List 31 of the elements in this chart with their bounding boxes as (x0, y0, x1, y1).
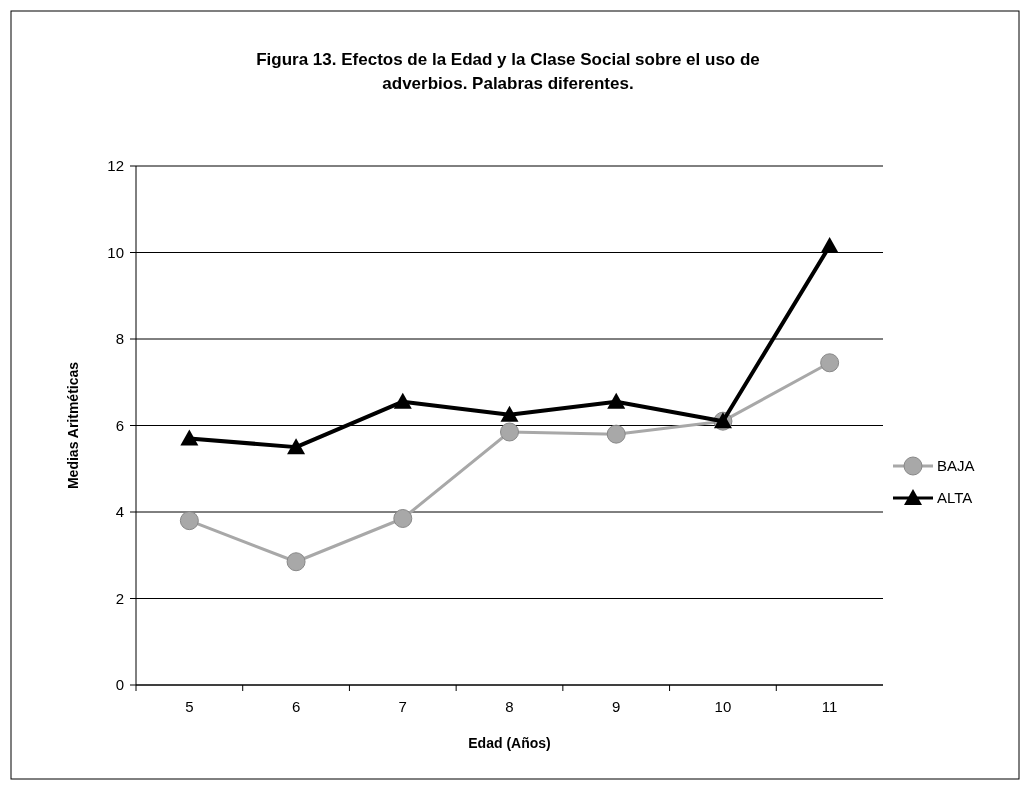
x-tick-label: 6 (291, 698, 301, 715)
x-tick-label: 11 (821, 698, 838, 715)
y-tick-label: 0 (115, 676, 124, 694)
point (500, 422, 519, 442)
y-tick-label: 12 (107, 157, 124, 175)
y-tick-label: 8 (115, 330, 124, 348)
x-tick-label: 8 (505, 698, 514, 715)
point (607, 392, 626, 409)
x-axis-title: Edad (Años) (468, 735, 551, 751)
point (179, 511, 199, 531)
point (287, 438, 306, 455)
point (393, 508, 413, 528)
legend-label: ALTA (937, 489, 973, 507)
chart-title: Figura 13. Efectos de la Edad y la Clase Social sobre el uso de adverbios. Palabras diferentes. (256, 50, 760, 93)
point (820, 353, 840, 373)
point (180, 429, 199, 446)
point (820, 237, 839, 254)
x-tick-label: 5 (185, 698, 194, 715)
y-tick-label: 6 (115, 416, 124, 434)
y-tick-label: 2 (115, 589, 124, 607)
x-tick-label: 10 (714, 698, 732, 715)
x-tick-label: 9 (612, 698, 621, 715)
point (500, 405, 519, 422)
y-axis-title: Medias Aritméticas (65, 361, 81, 490)
y-tick-label: 10 (107, 243, 124, 261)
y-tick-label: 4 (115, 503, 124, 521)
point (286, 552, 306, 572)
legend-label: BAJA (937, 457, 975, 475)
x-tick-label: 7 (398, 698, 407, 715)
point (393, 392, 412, 409)
point (606, 424, 626, 444)
